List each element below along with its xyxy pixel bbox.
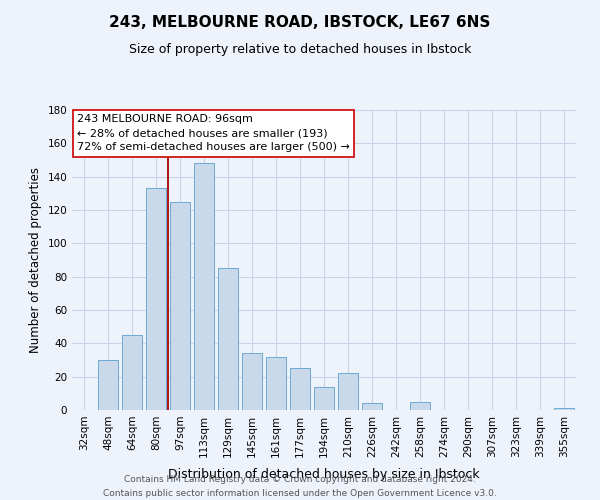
Bar — [98, 360, 118, 410]
Y-axis label: Number of detached properties: Number of detached properties — [29, 167, 42, 353]
Text: 243 MELBOURNE ROAD: 96sqm
← 28% of detached houses are smaller (193)
72% of semi: 243 MELBOURNE ROAD: 96sqm ← 28% of detac… — [77, 114, 350, 152]
Text: Contains HM Land Registry data © Crown copyright and database right 2024.
Contai: Contains HM Land Registry data © Crown c… — [103, 476, 497, 498]
Bar — [554, 408, 574, 410]
Bar — [266, 356, 286, 410]
Text: 243, MELBOURNE ROAD, IBSTOCK, LE67 6NS: 243, MELBOURNE ROAD, IBSTOCK, LE67 6NS — [109, 15, 491, 30]
Bar — [146, 188, 166, 410]
Bar — [290, 368, 310, 410]
Bar — [338, 374, 358, 410]
Text: Size of property relative to detached houses in Ibstock: Size of property relative to detached ho… — [129, 42, 471, 56]
Bar — [410, 402, 430, 410]
Bar — [242, 354, 262, 410]
Bar — [194, 164, 214, 410]
Bar — [170, 202, 190, 410]
Bar — [314, 386, 334, 410]
Bar — [218, 268, 238, 410]
Bar — [362, 404, 382, 410]
Bar — [122, 335, 142, 410]
X-axis label: Distribution of detached houses by size in Ibstock: Distribution of detached houses by size … — [168, 468, 480, 481]
